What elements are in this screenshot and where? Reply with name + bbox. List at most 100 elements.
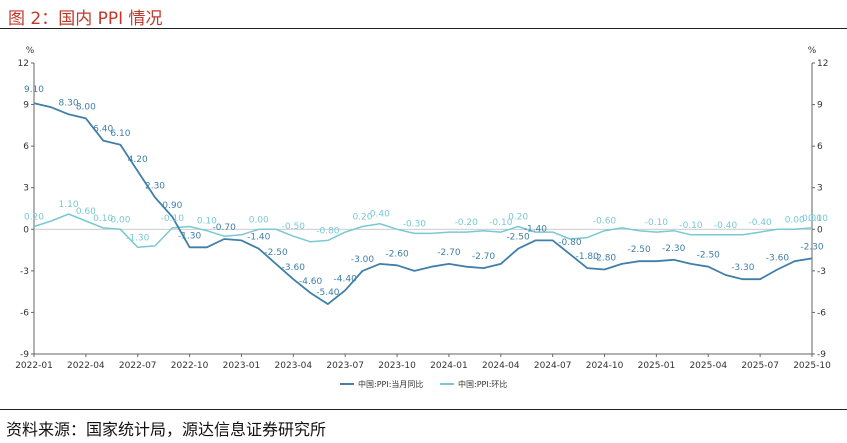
mom-data-label: 0.20 xyxy=(352,213,372,223)
yoy-data-label: -3.00 xyxy=(351,255,375,265)
yoy-data-label: -2.60 xyxy=(385,249,409,259)
yoy-data-label: -5.40 xyxy=(316,288,340,298)
mom-data-label: -0.10 xyxy=(161,214,185,224)
y-tick-label-left: -3 xyxy=(20,267,29,277)
yoy-data-label: -2.50 xyxy=(697,251,721,261)
yoy-data-label: -1.80 xyxy=(576,252,600,262)
mom-data-label: -0.40 xyxy=(714,221,738,231)
mom-data-label: 0.10 xyxy=(197,217,217,227)
y-tick-label-left: 9 xyxy=(23,101,29,111)
yoy-data-label: -2.70 xyxy=(437,248,461,258)
mom-data-label: 0.10 xyxy=(808,214,828,224)
x-tick-label: 2022-10 xyxy=(171,361,209,371)
mom-data-label: 0.60 xyxy=(76,207,96,217)
x-tick-label: 2025-01 xyxy=(638,361,676,371)
yoy-data-label: 6.10 xyxy=(110,129,130,139)
source-note: 资料来源：国家统计局，源达信息证券研究所 xyxy=(6,420,327,439)
x-tick-label: 2025-04 xyxy=(689,361,727,371)
legend-label-yoy: 中国:PPI:当月同比 xyxy=(358,379,423,389)
yoy-data-label: -4.40 xyxy=(334,274,358,284)
x-tick-label: 2023-01 xyxy=(223,361,261,371)
x-tick-label: 2022-04 xyxy=(67,361,105,371)
legend-label-mom: 中国:PPI:环比 xyxy=(458,379,507,389)
y-tick-label-right: -6 xyxy=(817,308,826,318)
yoy-data-label: -3.60 xyxy=(766,253,790,263)
x-tick-label: 2024-07 xyxy=(534,361,572,371)
y-unit-left: % xyxy=(26,46,35,56)
y-tick-label-right: 9 xyxy=(817,101,823,111)
y-tick-label-right: -9 xyxy=(817,350,826,360)
mom-data-label: -0.10 xyxy=(645,218,669,228)
mom-data-label: -0.40 xyxy=(748,218,772,228)
title-divider xyxy=(0,28,847,29)
mom-data-label: 0.20 xyxy=(508,213,528,223)
mom-data-label: 0.00 xyxy=(110,215,130,225)
yoy-data-label: -2.50 xyxy=(627,245,651,255)
mom-line xyxy=(33,213,813,249)
yoy-data-label: -3.60 xyxy=(282,263,306,273)
series-mom xyxy=(33,213,813,249)
yoy-data-label: -4.60 xyxy=(299,277,323,287)
y-tick-label-left: 12 xyxy=(18,59,29,69)
x-tick-label: 2022-07 xyxy=(119,361,157,371)
x-tick-label: 2024-01 xyxy=(430,361,468,371)
mom-data-label: 1.10 xyxy=(59,200,79,210)
source-divider xyxy=(0,409,847,410)
yoy-data-label: -2.70 xyxy=(472,252,496,262)
yoy-data-label: -1.40 xyxy=(524,224,548,234)
yoy-data-label: -2.30 xyxy=(800,242,824,252)
mom-data-label: -0.50 xyxy=(282,222,306,232)
y-tick-label-right: 3 xyxy=(817,184,823,194)
yoy-data-label: 0.90 xyxy=(162,201,182,211)
y-tick-label-right: -3 xyxy=(817,267,826,277)
yoy-data-label: 9.10 xyxy=(24,85,44,95)
data-labels: 9.10 8.308.00 6.406.10 4.20 2.30 0.90 -1.30 -0.… xyxy=(24,85,828,298)
mom-data-label: 0.00 xyxy=(785,215,805,225)
yoy-data-label: 4.20 xyxy=(128,155,148,165)
x-tick-label: 2023-10 xyxy=(378,361,416,371)
yoy-data-label: 6.40 xyxy=(93,125,113,135)
yoy-data-label: 8.30 xyxy=(59,98,79,108)
mom-data-label: -0.80 xyxy=(316,226,340,236)
yoy-data-label: -3.30 xyxy=(731,263,755,273)
mom-data-label: -0.30 xyxy=(403,219,427,229)
y-tick-label-left: -9 xyxy=(20,350,29,360)
y-tick-label-right: 0 xyxy=(817,225,823,235)
ppi-line-chart: % % -9 -9 -6 -6 -3 -3 0 0 3 3 6 6 9 9 12 12 2022-01 2022-04… xyxy=(15,46,831,389)
mom-data-label: 0.00 xyxy=(249,215,269,225)
mom-data-label: 0.10 xyxy=(93,214,113,224)
mom-data-label: 0.40 xyxy=(370,210,390,220)
chart-axes: % % -9 -9 -6 -6 -3 -3 0 0 3 3 6 6 9 9 12 12 2022-01 2022-04… xyxy=(15,46,831,371)
figure-title: 图 2：国内 PPI 情况 xyxy=(8,9,163,29)
y-tick-label-left: -6 xyxy=(20,308,29,318)
yoy-data-label: 8.00 xyxy=(76,102,96,112)
chart-legend: 中国:PPI:当月同比 中国:PPI:环比 xyxy=(340,379,507,389)
x-tick-label: 2022-01 xyxy=(15,361,53,371)
yoy-data-label: 2.30 xyxy=(145,181,165,191)
yoy-data-label: -2.80 xyxy=(593,253,617,263)
mom-data-label: -0.20 xyxy=(455,218,479,228)
y-tick-label-right: 12 xyxy=(817,59,828,69)
x-tick-label: 2024-10 xyxy=(586,361,624,371)
x-tick-label: 2025-10 xyxy=(793,361,831,371)
y-unit-right: % xyxy=(808,46,817,56)
mom-data-label: -1.30 xyxy=(126,233,150,243)
y-tick-label-right: 6 xyxy=(817,142,823,152)
y-tick-label-left: 0 xyxy=(23,225,29,235)
mom-data-label: 0.00 xyxy=(802,214,822,224)
yoy-data-label: -2.50 xyxy=(506,233,530,243)
mom-data-label: -0.10 xyxy=(489,218,513,228)
mom-data-label: 0.20 xyxy=(24,213,44,223)
yoy-data-label: -1.30 xyxy=(178,231,202,241)
y-tick-label-left: 6 xyxy=(23,142,29,152)
yoy-data-label: -0.80 xyxy=(558,238,582,248)
yoy-data-label: -0.70 xyxy=(213,223,237,233)
mom-data-label: -0.10 xyxy=(679,221,703,231)
mom-data-label: -0.60 xyxy=(593,217,617,227)
x-tick-label: 2023-04 xyxy=(275,361,313,371)
y-tick-label-left: 3 xyxy=(23,184,29,194)
x-tick-label: 2024-04 xyxy=(482,361,520,371)
yoy-data-label: -2.50 xyxy=(264,248,288,258)
series-yoy xyxy=(33,102,813,306)
yoy-line xyxy=(33,102,813,306)
